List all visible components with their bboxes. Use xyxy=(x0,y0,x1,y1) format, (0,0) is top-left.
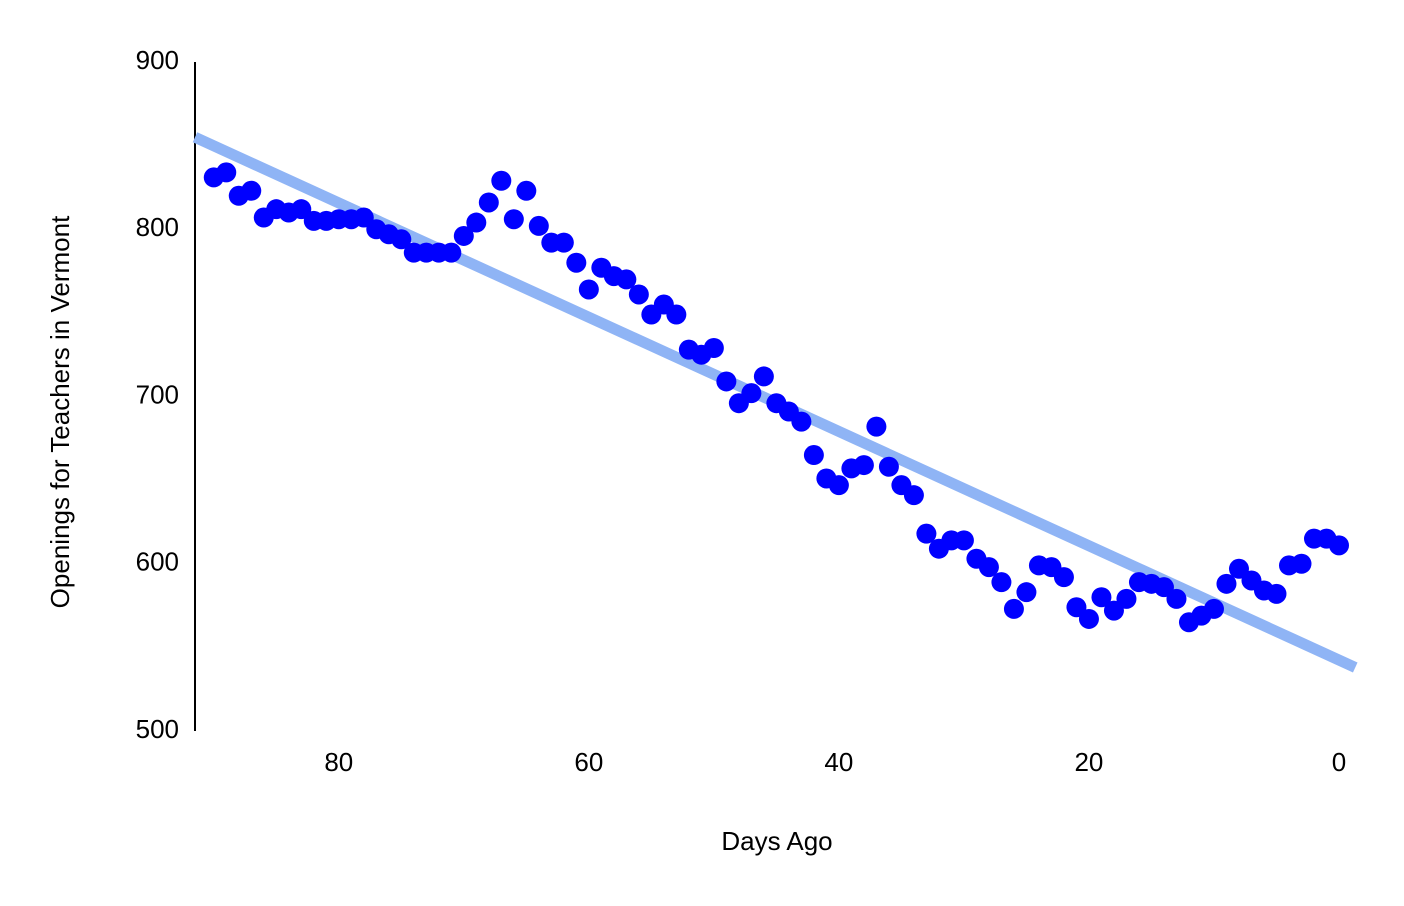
y-tick-label: 800 xyxy=(136,212,179,242)
x-tick-label: 60 xyxy=(574,747,603,777)
point xyxy=(1291,553,1312,574)
x-tick-label: 0 xyxy=(1332,747,1346,777)
point xyxy=(391,229,412,250)
point xyxy=(216,162,237,183)
point xyxy=(1103,600,1124,621)
point xyxy=(453,225,474,246)
point xyxy=(1166,588,1187,609)
point xyxy=(853,455,874,476)
point xyxy=(703,337,724,358)
x-axis-label: Days Ago xyxy=(721,826,832,856)
x-tick-label: 20 xyxy=(1074,747,1103,777)
point xyxy=(1266,583,1287,604)
point xyxy=(753,366,774,387)
y-axis-label: Openings for Teachers in Vermont xyxy=(45,215,75,608)
point xyxy=(616,269,637,290)
point xyxy=(1116,588,1137,609)
point xyxy=(903,485,924,506)
point xyxy=(803,445,824,466)
point xyxy=(628,284,649,305)
point xyxy=(353,207,374,228)
point xyxy=(1066,597,1087,618)
point xyxy=(1328,535,1349,556)
point xyxy=(516,180,537,201)
point xyxy=(828,475,849,496)
point xyxy=(1016,582,1037,603)
point xyxy=(1153,577,1174,598)
point xyxy=(991,572,1012,593)
point xyxy=(916,523,937,544)
point xyxy=(978,557,999,578)
point xyxy=(716,371,737,392)
point xyxy=(866,416,887,437)
x-tick-label: 40 xyxy=(824,747,853,777)
point xyxy=(1203,598,1224,619)
point xyxy=(441,242,462,263)
y-tick-label: 700 xyxy=(136,379,179,409)
point xyxy=(953,530,974,551)
point xyxy=(791,411,812,432)
point xyxy=(528,215,549,236)
point xyxy=(741,383,762,404)
y-tick-label: 500 xyxy=(136,714,179,744)
x-tick-label: 80 xyxy=(324,747,353,777)
y-tick-label: 900 xyxy=(136,45,179,75)
point xyxy=(553,232,574,253)
point xyxy=(1053,567,1074,588)
point xyxy=(241,180,262,201)
point xyxy=(291,199,312,220)
point xyxy=(1091,587,1112,608)
point xyxy=(578,279,599,300)
point xyxy=(478,192,499,213)
point xyxy=(491,170,512,191)
point xyxy=(1078,608,1099,629)
y-tick-label: 600 xyxy=(136,547,179,577)
point xyxy=(878,456,899,477)
point xyxy=(503,209,524,230)
point xyxy=(666,304,687,325)
point xyxy=(1216,573,1237,594)
point xyxy=(566,252,587,273)
point xyxy=(1228,558,1249,579)
point xyxy=(1003,598,1024,619)
point xyxy=(466,212,487,233)
